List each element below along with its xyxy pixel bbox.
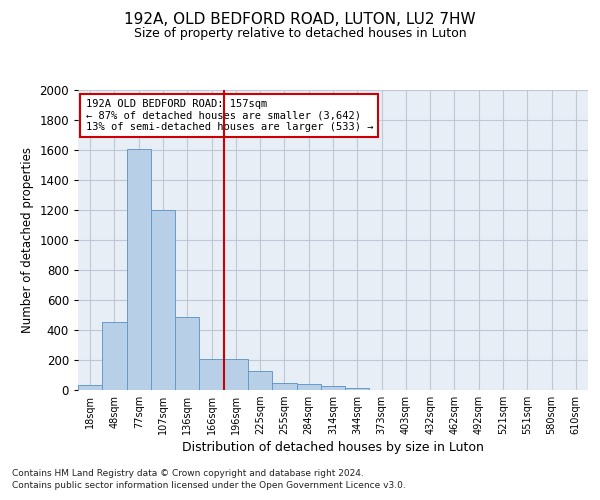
Y-axis label: Number of detached properties: Number of detached properties <box>20 147 34 333</box>
Bar <box>321 386 345 390</box>
Text: Size of property relative to detached houses in Luton: Size of property relative to detached ho… <box>134 28 466 40</box>
Bar <box>199 358 224 390</box>
Bar <box>345 388 370 390</box>
Text: 192A, OLD BEDFORD ROAD, LUTON, LU2 7HW: 192A, OLD BEDFORD ROAD, LUTON, LU2 7HW <box>124 12 476 28</box>
Text: Contains public sector information licensed under the Open Government Licence v3: Contains public sector information licen… <box>12 481 406 490</box>
Bar <box>272 382 296 390</box>
Bar <box>78 385 102 390</box>
Text: Contains HM Land Registry data © Crown copyright and database right 2024.: Contains HM Land Registry data © Crown c… <box>12 468 364 477</box>
Bar <box>224 358 248 390</box>
Bar <box>175 316 199 390</box>
Bar <box>248 370 272 390</box>
Text: 192A OLD BEDFORD ROAD: 157sqm
← 87% of detached houses are smaller (3,642)
13% o: 192A OLD BEDFORD ROAD: 157sqm ← 87% of d… <box>86 99 373 132</box>
Text: Distribution of detached houses by size in Luton: Distribution of detached houses by size … <box>182 441 484 454</box>
Bar <box>151 210 175 390</box>
Bar <box>296 384 321 390</box>
Bar <box>127 148 151 390</box>
Bar <box>102 322 127 390</box>
